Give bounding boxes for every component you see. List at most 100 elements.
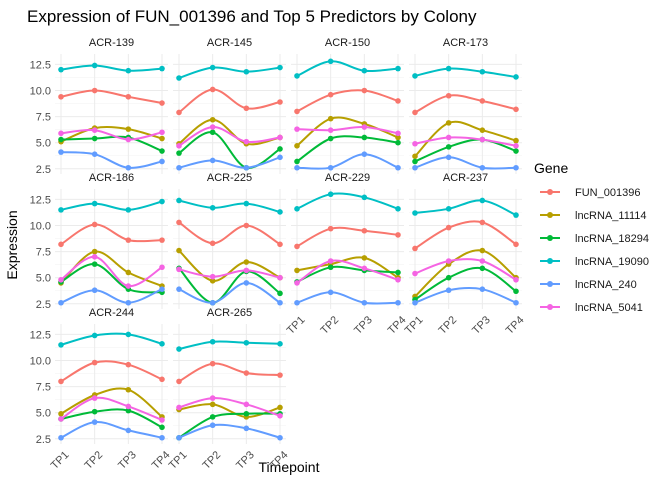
data-point xyxy=(277,99,283,105)
data-point xyxy=(209,395,216,401)
data-point xyxy=(277,274,283,281)
series-line xyxy=(296,89,399,113)
y-tick-label: 5.0 xyxy=(36,408,51,420)
data-point xyxy=(159,135,165,142)
facet-panel: ACR-237 TP1 TP2 TP3 TP4 xyxy=(403,172,527,337)
data-point xyxy=(176,109,182,116)
data-point xyxy=(243,410,250,417)
series-line xyxy=(296,153,399,170)
data-point xyxy=(125,126,132,132)
facet-strip-label: ACR-244 xyxy=(89,307,134,319)
data-point xyxy=(445,258,452,264)
data-point xyxy=(361,134,368,141)
facet-panels: ACR-139 2.5 5.0 7.5 10.0 12.5 ACR-145 ACR-150 AC… xyxy=(30,37,527,472)
series-line xyxy=(178,412,281,439)
data-point xyxy=(395,232,401,238)
data-point xyxy=(395,269,401,276)
series-line xyxy=(60,126,163,143)
data-point xyxy=(243,401,250,408)
data-point xyxy=(209,124,216,130)
legend-key-point xyxy=(547,281,553,287)
data-point xyxy=(125,269,132,276)
legend-key-point xyxy=(547,189,553,195)
data-point xyxy=(327,127,334,133)
data-point xyxy=(209,414,216,420)
legend-label: FUN_001396 xyxy=(575,187,640,199)
data-point xyxy=(91,248,98,255)
series-line xyxy=(60,200,163,211)
chart-title: Expression of FUN_001396 and Top 5 Predi… xyxy=(27,7,477,26)
data-point xyxy=(125,386,132,393)
data-point xyxy=(327,135,334,142)
data-point xyxy=(445,206,452,212)
data-point xyxy=(209,64,216,71)
data-point xyxy=(513,137,519,144)
data-point xyxy=(479,197,486,204)
series-line xyxy=(60,387,163,418)
data-point xyxy=(277,372,283,378)
y-tick-label: 7.5 xyxy=(36,112,51,124)
data-point xyxy=(91,62,98,69)
data-point xyxy=(159,434,165,441)
data-point xyxy=(243,370,250,376)
data-point xyxy=(327,115,334,122)
data-point xyxy=(294,143,300,149)
data-point xyxy=(58,378,64,385)
facet-strip-label: ACR-186 xyxy=(89,172,134,184)
data-point xyxy=(125,403,132,410)
data-point xyxy=(209,360,216,367)
data-point xyxy=(445,120,452,126)
data-point xyxy=(209,129,216,136)
data-point xyxy=(243,105,250,112)
data-point xyxy=(479,265,486,272)
data-point xyxy=(176,434,182,441)
data-point xyxy=(277,290,283,297)
series-line xyxy=(414,156,517,170)
legend-key-point xyxy=(547,212,553,218)
data-point xyxy=(412,164,418,171)
x-tick-label: TP2 xyxy=(318,314,341,337)
data-point xyxy=(209,273,216,280)
data-point xyxy=(327,91,334,98)
series-line xyxy=(60,135,163,152)
data-point xyxy=(58,241,64,248)
data-point xyxy=(91,359,98,366)
data-point xyxy=(91,135,98,142)
data-point xyxy=(513,143,519,149)
data-point xyxy=(125,237,132,243)
data-point xyxy=(294,267,300,274)
data-point xyxy=(209,86,216,93)
data-point xyxy=(243,200,250,207)
y-tick-label: 12.5 xyxy=(30,59,51,71)
data-point xyxy=(513,276,519,283)
series-line xyxy=(178,397,281,417)
data-point xyxy=(479,98,486,104)
data-point xyxy=(91,87,98,94)
data-point xyxy=(209,204,216,211)
series-line xyxy=(178,267,281,304)
series-line xyxy=(414,94,517,114)
data-point xyxy=(243,68,250,75)
data-point xyxy=(479,68,486,75)
y-axis-title: Expression xyxy=(4,210,20,279)
data-point xyxy=(209,278,216,284)
data-point xyxy=(91,261,98,267)
y-tick-label: 2.5 xyxy=(36,164,51,176)
legend-item: lncRNA_240 xyxy=(540,279,637,291)
series-line xyxy=(414,199,517,217)
data-point xyxy=(513,288,519,295)
x-tick-label: TP3 xyxy=(234,449,257,472)
data-point xyxy=(294,243,300,250)
series-line xyxy=(414,258,517,281)
data-point xyxy=(209,299,216,306)
x-axis-title: Timepoint xyxy=(259,459,320,475)
data-point xyxy=(159,286,165,292)
data-point xyxy=(176,219,182,226)
legend-label: lncRNA_240 xyxy=(575,279,637,291)
data-point xyxy=(513,164,519,171)
legend-title: Gene xyxy=(534,160,568,176)
data-point xyxy=(58,130,64,137)
data-point xyxy=(294,158,300,165)
legend-key-point xyxy=(547,258,553,264)
